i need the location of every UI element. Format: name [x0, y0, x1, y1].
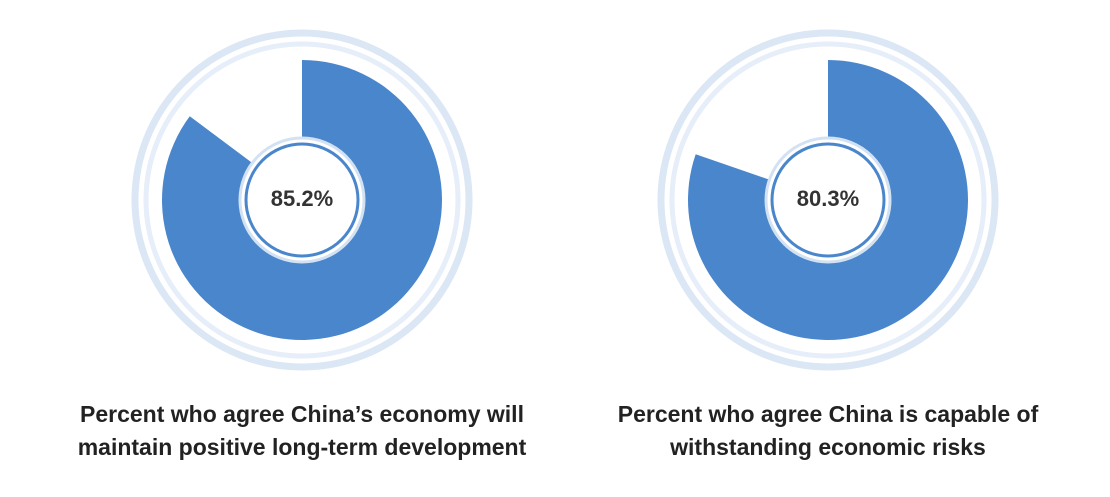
outer-ring [669, 41, 987, 359]
outer-ring [657, 29, 999, 371]
outer-ring [131, 29, 473, 371]
chart-caption: Percent who agree China’s economy will m… [77, 401, 527, 460]
charts: 85.2% 80.3% [131, 29, 999, 371]
outer-ring [143, 41, 461, 359]
chart-caption: Percent who agree China is capable of wi… [617, 401, 1039, 460]
inner-circle [770, 142, 886, 258]
value-label: 80.3% [797, 186, 859, 211]
value-label: 85.2% [271, 186, 333, 211]
inner-circle [244, 142, 360, 258]
